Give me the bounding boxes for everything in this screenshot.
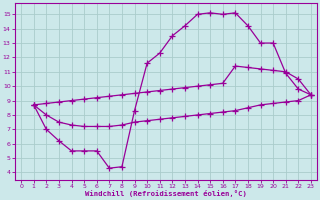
X-axis label: Windchill (Refroidissement éolien,°C): Windchill (Refroidissement éolien,°C) [85,190,247,197]
